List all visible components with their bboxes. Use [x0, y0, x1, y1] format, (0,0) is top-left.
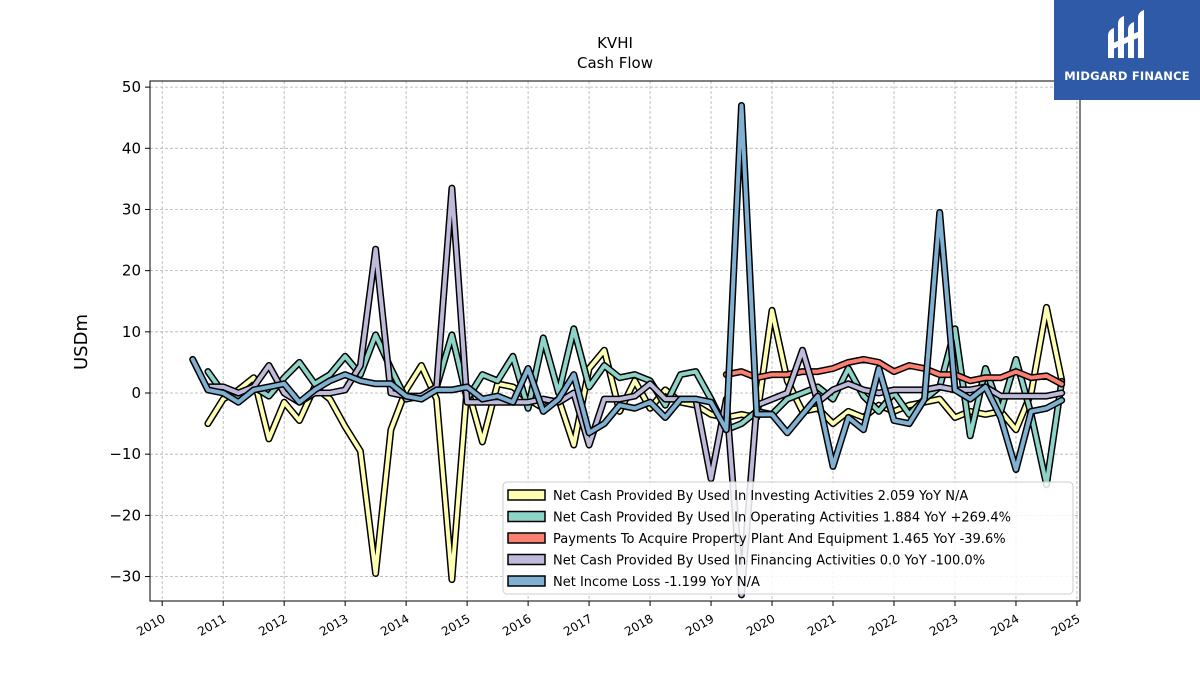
- logo-text: MIDGARD FINANCE: [1054, 69, 1200, 83]
- x-tick-label: 2018: [622, 611, 655, 638]
- chart-subtitle: Cash Flow: [577, 54, 653, 72]
- legend-swatch: [508, 512, 545, 522]
- legend-swatch: [508, 576, 545, 586]
- y-tick-label: 0: [131, 384, 141, 402]
- y-axis: −30 −20 −10 0 10 20 30 40 50: [109, 78, 150, 585]
- x-axis: 2010 2011 2012 2013 2014 2015 2016 2017 2018 2019…: [134, 601, 1082, 639]
- x-tick-label: 2020: [744, 611, 777, 638]
- legend-entry: Net Cash Provided By Used In Operating A…: [553, 511, 1011, 526]
- y-tick-label: −20: [109, 506, 141, 524]
- x-tick-label: 2023: [927, 611, 960, 638]
- x-tick-label: 2016: [500, 611, 533, 638]
- legend-entry: Payments To Acquire Property Plant And E…: [553, 532, 1006, 547]
- x-tick-label: 2017: [561, 611, 594, 638]
- y-tick-label: 10: [122, 323, 141, 341]
- logo-mark-icon: [1054, 0, 1200, 66]
- x-tick-label: 2022: [866, 611, 899, 638]
- midgard-finance-logo: MIDGARD FINANCE: [1054, 0, 1200, 100]
- legend-swatch: [508, 533, 545, 543]
- x-tick-label: 2024: [988, 611, 1021, 638]
- legend-swatch: [508, 490, 545, 500]
- x-tick-label: 2025: [1049, 611, 1082, 638]
- legend-entry: Net Cash Provided By Used In Financing A…: [553, 554, 985, 569]
- y-tick-label: 40: [122, 139, 141, 157]
- x-tick-label: 2021: [805, 611, 838, 638]
- x-tick-label: 2015: [439, 611, 472, 638]
- y-tick-label: 20: [122, 262, 141, 280]
- legend-entry: Net Income Loss -1.199 YoY N/A: [553, 575, 760, 590]
- y-tick-label: 50: [122, 78, 141, 96]
- legend-swatch: [508, 555, 545, 565]
- chart-title: KVHI: [597, 34, 633, 52]
- y-axis-label: USDm: [71, 314, 92, 370]
- legend-entry: Net Cash Provided By Used In Investing A…: [553, 489, 968, 504]
- cash-flow-chart: KVHI Cash Flow −30 −20 −10 0 10 20 30 40 50 2010…: [0, 0, 1200, 675]
- y-tick-label: −30: [109, 568, 141, 586]
- x-tick-label: 2011: [195, 611, 228, 638]
- legend: Net Cash Provided By Used In Investing A…: [503, 482, 1073, 594]
- x-tick-label: 2014: [378, 611, 411, 638]
- x-tick-label: 2013: [317, 611, 350, 638]
- series-line-outline: [193, 106, 1062, 470]
- y-tick-label: 30: [122, 200, 141, 218]
- y-tick-label: −10: [109, 445, 141, 463]
- x-tick-label: 2019: [683, 611, 716, 638]
- x-tick-label: 2012: [256, 611, 289, 638]
- x-tick-label: 2010: [134, 611, 167, 638]
